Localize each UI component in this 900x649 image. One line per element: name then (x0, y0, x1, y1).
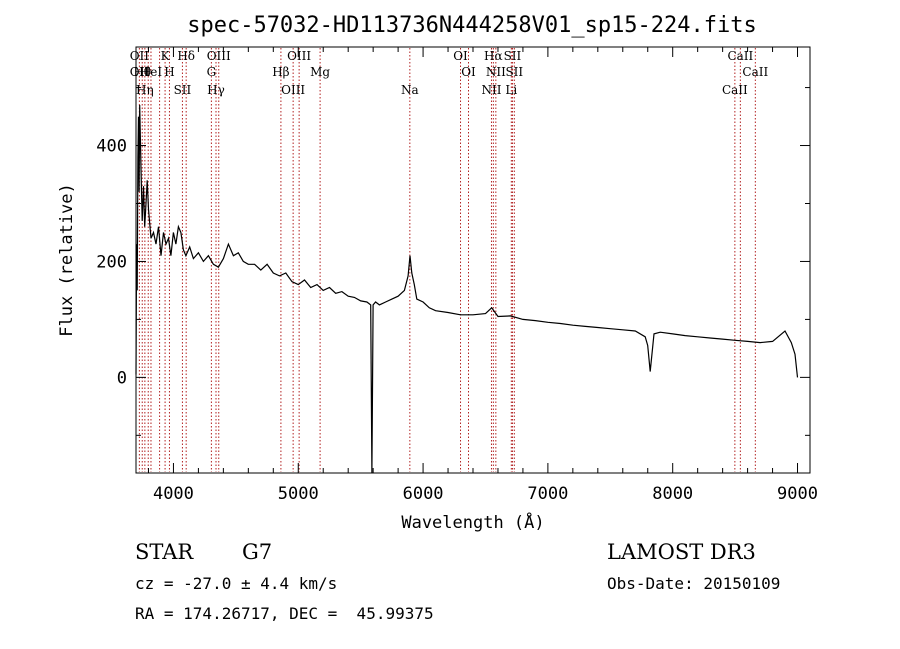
x-tick-label: 7000 (527, 484, 568, 504)
y-axis-ticks: 0 200 400 (96, 87, 810, 436)
spectral-line-label: HeI (140, 65, 163, 79)
chart-title: spec-57032-HD113736N444258V01_sp15-224.f… (187, 13, 757, 38)
y-tick-label: 400 (96, 137, 127, 157)
y-axis-label: Flux (relative) (57, 183, 77, 337)
redshift-line: cz = -27.0 ± 4.4 km/s (135, 574, 338, 593)
obs-date-line: Obs-Date: 20150109 (607, 574, 781, 593)
x-axis-label: Wavelength (Å) (401, 511, 544, 533)
spectral-line-label: SII (505, 65, 523, 79)
spectral-line-label: OII (130, 49, 150, 63)
spectral-line-markers (138, 48, 756, 472)
spectral-line-label: Na (401, 83, 419, 97)
spectral-line-label: OII (130, 65, 150, 79)
object-class: STAR (135, 540, 194, 564)
spectral-line-label: OI (453, 49, 468, 63)
x-tick-label: 9000 (777, 484, 818, 504)
y-tick-label: 200 (96, 252, 127, 272)
spectral-line-label: Mg (310, 65, 330, 79)
y-tick-label: 0 (117, 368, 127, 388)
x-tick-label: 8000 (652, 484, 693, 504)
spectrum-line (135, 104, 799, 474)
spectral-line-label: OIII (287, 49, 311, 63)
spectral-line-label: Hβ (272, 65, 289, 79)
object-subclass: G7 (242, 540, 273, 564)
x-axis-ticks: 4000 5000 6000 7000 8000 9000 (147, 47, 818, 504)
spectral-line-label: G (207, 65, 217, 79)
coordinates-line: RA = 174.26717, DEC = 45.99375 (135, 604, 434, 623)
spectral-line-label: Hη (136, 83, 154, 97)
spectral-line-label: CaII (722, 83, 748, 97)
survey-name: LAMOST DR3 (607, 540, 756, 564)
spectral-line-label: Li (505, 83, 517, 97)
plot-frame (135, 46, 811, 474)
x-tick-label: 5000 (278, 484, 319, 504)
spectral-line-label: K (161, 49, 171, 63)
spectral-line-labels: OIIOIIHθHηHeIKHSIIHδGHγOIIIHβOIIIOIIIMgN… (130, 49, 769, 97)
spectral-line-label: H (164, 65, 174, 79)
x-tick-label: 4000 (153, 484, 194, 504)
spectral-line-label: OI (461, 65, 476, 79)
spectral-line-label: CaII (742, 65, 768, 79)
spectral-line-label: OIII (281, 83, 305, 97)
spectral-line-label: Hθ (133, 65, 151, 79)
spectral-line-label: NII (486, 65, 506, 79)
x-tick-label: 6000 (403, 484, 444, 504)
spectral-line-label: Hγ (207, 83, 225, 97)
spectral-line-label: Hα (484, 49, 503, 63)
spectral-line-label: SII (174, 83, 192, 97)
spectral-line-label: Hδ (177, 49, 195, 63)
spectral-line-label: OIII (207, 49, 231, 63)
spectral-line-label: CaII (727, 49, 753, 63)
spectral-line-label: SII (504, 49, 522, 63)
spectral-line-label: NII (481, 83, 501, 97)
